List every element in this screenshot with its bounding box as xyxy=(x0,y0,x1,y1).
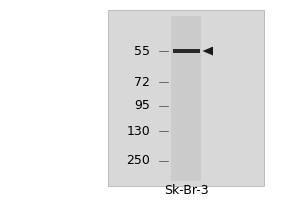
Text: 72: 72 xyxy=(134,76,150,89)
Bar xyxy=(171,16,201,181)
Text: 250: 250 xyxy=(126,154,150,167)
Polygon shape xyxy=(202,47,213,55)
Text: Sk-Br-3: Sk-Br-3 xyxy=(164,184,208,197)
Text: 95: 95 xyxy=(134,99,150,112)
Text: 55: 55 xyxy=(134,45,150,58)
Text: 130: 130 xyxy=(126,125,150,138)
Bar xyxy=(172,49,200,53)
FancyBboxPatch shape xyxy=(108,10,264,186)
